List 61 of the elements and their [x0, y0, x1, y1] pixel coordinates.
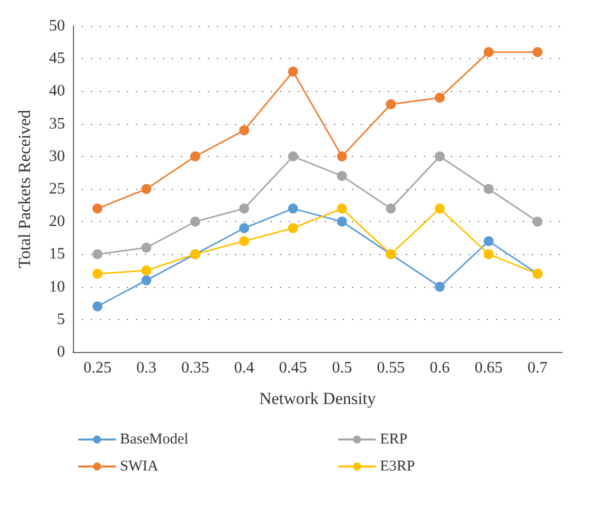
legend-label: ERP [380, 432, 408, 448]
point [532, 216, 543, 227]
point [434, 282, 445, 292]
point [434, 151, 445, 162]
x-tick-label: 0.35 [181, 360, 210, 376]
point [484, 47, 494, 58]
point [190, 216, 200, 227]
x-tick-label: 0.45 [279, 360, 308, 376]
point [532, 47, 543, 58]
point [336, 151, 347, 162]
legend-label: BaseModel [120, 432, 188, 448]
point [239, 223, 250, 234]
point [484, 249, 494, 260]
point [288, 204, 298, 214]
x-axis-title: Network Density [259, 389, 376, 408]
x-tick-label: 0.5 [332, 360, 352, 376]
y-tick-label: 50 [49, 18, 65, 34]
point [141, 266, 152, 276]
point [288, 66, 298, 77]
y-tick-label: 25 [49, 180, 65, 198]
point [239, 125, 250, 136]
point [92, 249, 102, 260]
point [434, 92, 445, 103]
legend-label: E3RP [380, 458, 416, 474]
point [484, 184, 494, 194]
point [92, 268, 102, 279]
x-tick-label: 0.3 [136, 360, 156, 376]
y-tick-label: 20 [49, 213, 65, 230]
y-axis-title: Total Packets Received [15, 109, 34, 268]
x-tick-label: 0.7 [528, 360, 548, 376]
x-tick-label: 0.25 [83, 360, 112, 376]
point [190, 151, 200, 162]
point [386, 204, 396, 214]
point [92, 301, 102, 312]
legend-label: SWIA [120, 458, 158, 474]
x-tick-label: 0.55 [376, 360, 405, 376]
y-tick-label: 30 [49, 148, 65, 165]
y-tick-label: 0 [57, 344, 65, 360]
y-tick-label: 10 [49, 278, 65, 296]
point [288, 151, 298, 162]
y-tick-label: 45 [49, 50, 65, 68]
point [336, 204, 347, 214]
point [239, 204, 250, 214]
point [434, 204, 445, 214]
point [484, 236, 494, 246]
point [141, 184, 152, 194]
y-tick-label: 5 [57, 310, 65, 328]
point [239, 236, 250, 246]
point [336, 170, 347, 181]
y-tick-label: 15 [49, 246, 65, 263]
point [288, 223, 298, 234]
x-tick-label: 0.4 [234, 360, 254, 376]
point [386, 99, 396, 110]
point [92, 204, 102, 214]
point [141, 242, 152, 253]
y-tick-label: 40 [49, 82, 65, 100]
y-tick-label: 35 [49, 115, 65, 132]
point [141, 275, 152, 286]
x-tick-label: 0.6 [430, 360, 450, 376]
point [336, 216, 347, 227]
x-tick-label: 0.65 [474, 360, 503, 376]
